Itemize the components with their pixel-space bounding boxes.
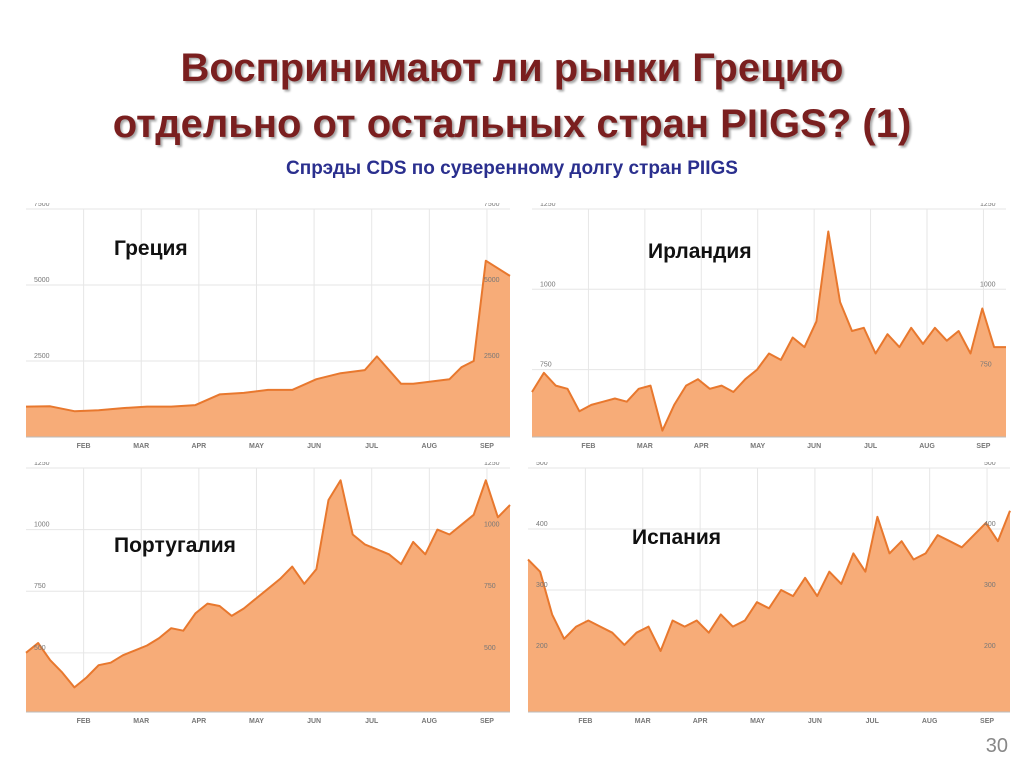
y-tick-label-right: 1250 [980, 203, 996, 208]
y-tick-label-left: 500 [34, 645, 46, 652]
y-tick-label-right: 400 [984, 521, 996, 528]
x-tick-label: MAR [133, 443, 149, 450]
y-tick-label-right: 1000 [980, 281, 996, 288]
x-tick-label: AUG [919, 443, 935, 450]
y-tick-label-left: 500 [536, 462, 548, 467]
y-tick-label-right: 1250 [484, 462, 500, 467]
x-tick-label: APR [191, 443, 206, 450]
x-tick-label: AUG [422, 443, 438, 450]
x-tick-label: AUG [422, 718, 438, 725]
x-tick-label: FEB [77, 718, 91, 725]
x-tick-label: JUL [866, 718, 880, 725]
y-tick-label-right: 750 [980, 362, 992, 369]
y-tick-label-left: 750 [34, 583, 46, 590]
series-line [531, 230, 1006, 432]
title-line-2: отдельно от остальных стран PIIGS? (1) [112, 102, 912, 146]
series-line [527, 510, 1011, 652]
y-tick-label-right: 2500 [484, 353, 500, 360]
x-tick-label: JUN [808, 718, 822, 725]
x-tick-label: JUN [807, 443, 821, 450]
y-tick-label-left: 300 [536, 582, 548, 589]
y-tick-label-right: 750 [484, 583, 496, 590]
series-area [26, 480, 510, 712]
chart-label-ireland: Ирландия [648, 240, 752, 263]
y-tick-label-left: 2500 [34, 353, 50, 360]
y-tick-label-left: 750 [540, 362, 552, 369]
page-number: 30 [985, 735, 1008, 757]
chart-label-greece: Греция [114, 237, 188, 260]
y-tick-label-right: 200 [984, 643, 996, 650]
chart-greece: 2500 2500 5000 5000 7500 7500 FEB MAR APR MAY JUN J… [22, 203, 514, 455]
y-tick-label-right: 500 [484, 645, 496, 652]
series-area [26, 260, 510, 437]
y-tick-label-right: 5000 [484, 277, 500, 284]
x-tick-label: JUL [365, 718, 379, 725]
y-tick-label-left: 5000 [34, 277, 50, 284]
series-line [25, 479, 511, 689]
chart-portugal: 500 500 750 750 1000 1000 1250 1250 FEB MAR APR MAY… [22, 462, 514, 730]
x-tick-label: MAR [635, 718, 651, 725]
chart-spain: 200 200 300 300 400 400 500 500 FEB MAR APR MAY JUN J… [524, 462, 1014, 730]
x-tick-label: SEP [480, 443, 494, 450]
series-area [528, 510, 1010, 712]
x-tick-label: SEP [980, 718, 994, 725]
chart-panel-greece: 2500 2500 5000 5000 7500 7500 FEB MAR APR MAY JUN J… [22, 203, 514, 455]
x-tick-label: FEB [77, 443, 91, 450]
x-tick-label: JUL [365, 443, 379, 450]
chart-panel-spain: 200 200 300 300 400 400 500 500 FEB MAR APR MAY JUN J… [524, 462, 1014, 730]
y-tick-label-right: 7500 [484, 203, 500, 208]
x-tick-label: MAY [750, 718, 765, 725]
y-tick-label-left: 1000 [540, 281, 556, 288]
y-tick-label-right: 300 [984, 582, 996, 589]
x-tick-label: APR [694, 443, 709, 450]
x-tick-label: SEP [976, 443, 990, 450]
y-tick-label-left: 200 [536, 643, 548, 650]
x-tick-label: JUN [307, 718, 321, 725]
chart-panel-ireland: 750 750 1000 1000 1250 1250 FEB MAR APR MAY JUN JUL… [528, 203, 1010, 455]
y-tick-label-left: 1000 [34, 522, 50, 529]
x-tick-label: MAR [133, 718, 149, 725]
y-tick-label-left: 7500 [34, 203, 50, 208]
chart-ireland: 750 750 1000 1000 1250 1250 FEB MAR APR MAY JUN JUL… [528, 203, 1010, 455]
x-tick-label: APR [693, 718, 708, 725]
x-tick-label: APR [191, 718, 206, 725]
y-tick-label-right: 500 [984, 462, 996, 467]
x-tick-label: SEP [480, 718, 494, 725]
x-tick-label: FEB [581, 443, 595, 450]
x-tick-label: MAR [637, 443, 653, 450]
y-tick-label-right: 1000 [484, 522, 500, 529]
chart-panel-portugal: 500 500 750 750 1000 1000 1250 1250 FEB MAR APR MAY… [22, 462, 514, 730]
y-tick-label-left: 1250 [34, 462, 50, 467]
chart-label-portugal: Португалия [114, 534, 236, 557]
x-tick-label: JUL [864, 443, 878, 450]
x-tick-label: JUN [307, 443, 321, 450]
series-line [25, 259, 511, 413]
slide-title: Воспринимают ли рынки Грецию отдельно от… [0, 40, 1024, 152]
title-line-1: Воспринимают ли рынки Грецию [180, 46, 844, 90]
x-tick-label: MAY [750, 443, 765, 450]
y-tick-label-left: 1250 [540, 203, 556, 208]
x-tick-label: MAY [249, 443, 264, 450]
x-tick-label: AUG [922, 718, 938, 725]
y-tick-label-left: 400 [536, 521, 548, 528]
x-tick-label: MAY [249, 718, 264, 725]
x-tick-label: FEB [578, 718, 592, 725]
chart-label-spain: Испания [632, 526, 721, 549]
slide-subtitle: Спрэды CDS по суверенному долгу стран PI… [286, 158, 738, 179]
